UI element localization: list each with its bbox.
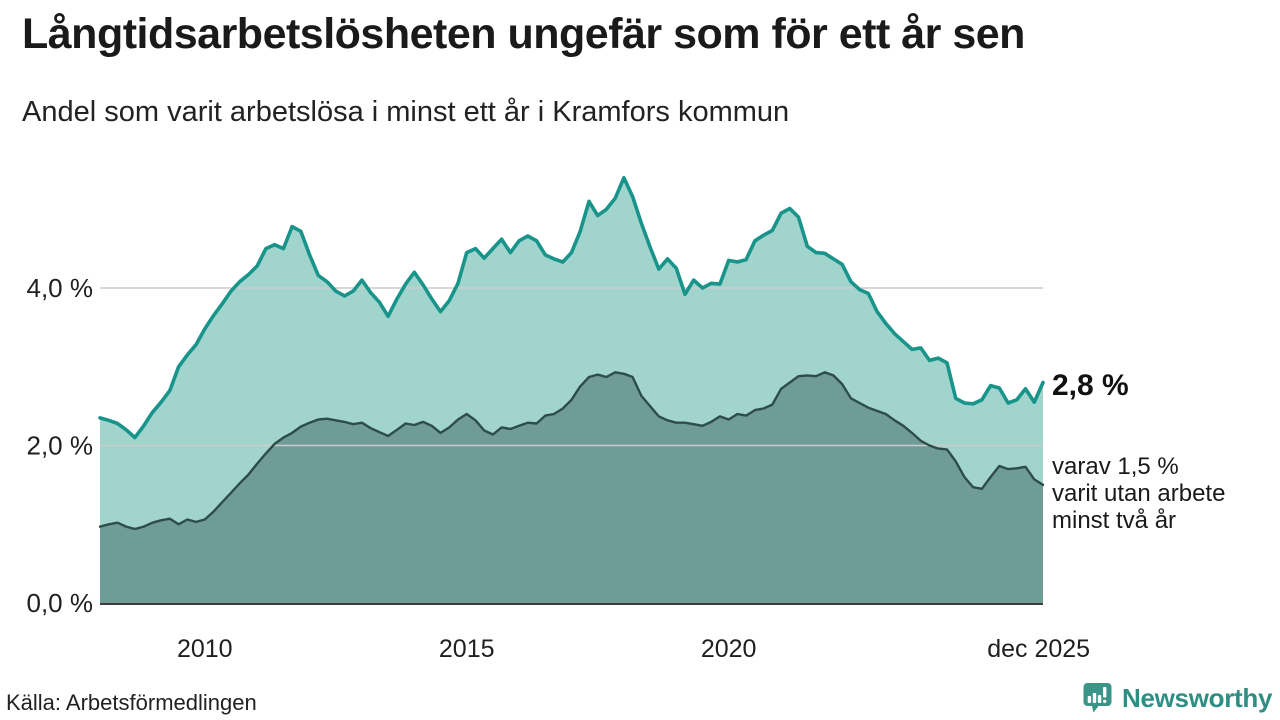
x-axis-label: dec 2025 [987, 635, 1090, 663]
x-axis-label: 2015 [439, 635, 495, 663]
end-note-line: minst två år [1052, 507, 1177, 534]
end-value-label: 2,8 % [1052, 369, 1129, 402]
chart-subtitle: Andel som varit arbetslösa i minst ett å… [22, 96, 790, 128]
end-note-line: varit utan arbete [1052, 480, 1226, 507]
x-axis-label: 2020 [701, 635, 757, 663]
x-axis-label: 2010 [177, 635, 233, 663]
area-series-2 [100, 372, 1043, 603]
line-series-1 [98, 176, 1045, 440]
newsworthy-logo: Newsworthy [1082, 682, 1272, 714]
page-title: Långtidsarbetslösheten ungefär som för e… [22, 10, 1025, 58]
end-note: varav 1,5 % varit utan arbete minst två … [1052, 453, 1225, 534]
end-note-line: varav 1,5 % [1052, 453, 1179, 480]
y-axis-label: 0,0 % [27, 588, 94, 618]
y-axis-label: 2,0 % [27, 431, 94, 461]
newsworthy-wordmark: Newsworthy [1122, 682, 1273, 713]
newsworthy-logo-icon [1083, 683, 1112, 713]
line-series-2 [98, 371, 1045, 531]
y-axis-label: 4,0 % [27, 273, 94, 303]
source-credit: Källa: Arbetsförmedlingen [6, 690, 257, 715]
